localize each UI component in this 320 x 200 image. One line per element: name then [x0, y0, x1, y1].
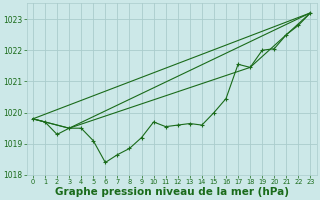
X-axis label: Graphe pression niveau de la mer (hPa): Graphe pression niveau de la mer (hPa)	[55, 187, 289, 197]
